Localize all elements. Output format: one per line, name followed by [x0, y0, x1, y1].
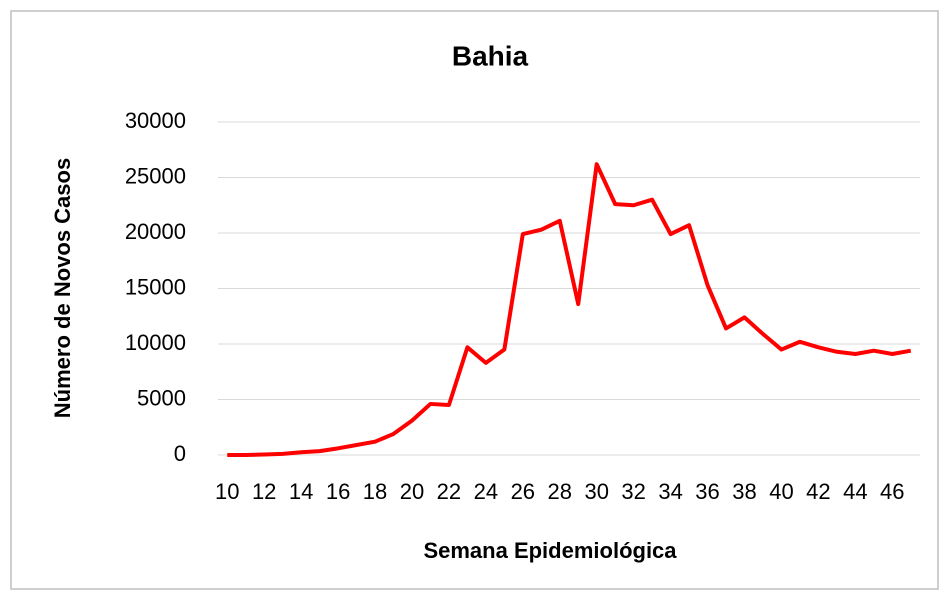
x-tick-label: 32	[621, 479, 645, 504]
chart-title: Bahia	[452, 40, 529, 71]
x-tick-label: 18	[363, 479, 387, 504]
x-tick-label: 24	[474, 479, 498, 504]
x-tick-label: 12	[252, 479, 276, 504]
x-tick-label: 46	[880, 479, 904, 504]
x-tick-label: 16	[326, 479, 350, 504]
x-tick-label: 26	[511, 479, 535, 504]
y-tick-label: 25000	[125, 163, 186, 188]
x-tick-label: 40	[769, 479, 793, 504]
x-axis-title: Semana Epidemiológica	[423, 538, 677, 563]
x-tick-label: 22	[437, 479, 461, 504]
x-tick-label: 34	[658, 479, 682, 504]
x-tick-label: 42	[806, 479, 830, 504]
y-tick-label: 30000	[125, 108, 186, 133]
y-tick-label: 5000	[137, 385, 186, 410]
x-tick-label: 20	[400, 479, 424, 504]
x-tick-label: 36	[695, 479, 719, 504]
y-tick-label: 0	[174, 441, 186, 466]
x-tick-label: 44	[843, 479, 867, 504]
data-line	[227, 162, 912, 457]
x-tick-label: 14	[289, 479, 313, 504]
y-tick-label: 10000	[125, 330, 186, 355]
y-tick-label: 15000	[125, 274, 186, 299]
x-tick-label: 38	[732, 479, 756, 504]
x-tick-label: 30	[584, 479, 608, 504]
chart-border	[10, 10, 939, 590]
x-tick-label: 10	[215, 479, 239, 504]
y-axis-title: Número de Novos Casos	[50, 158, 75, 418]
y-tick-label: 20000	[125, 219, 186, 244]
x-tick-label: 28	[548, 479, 572, 504]
